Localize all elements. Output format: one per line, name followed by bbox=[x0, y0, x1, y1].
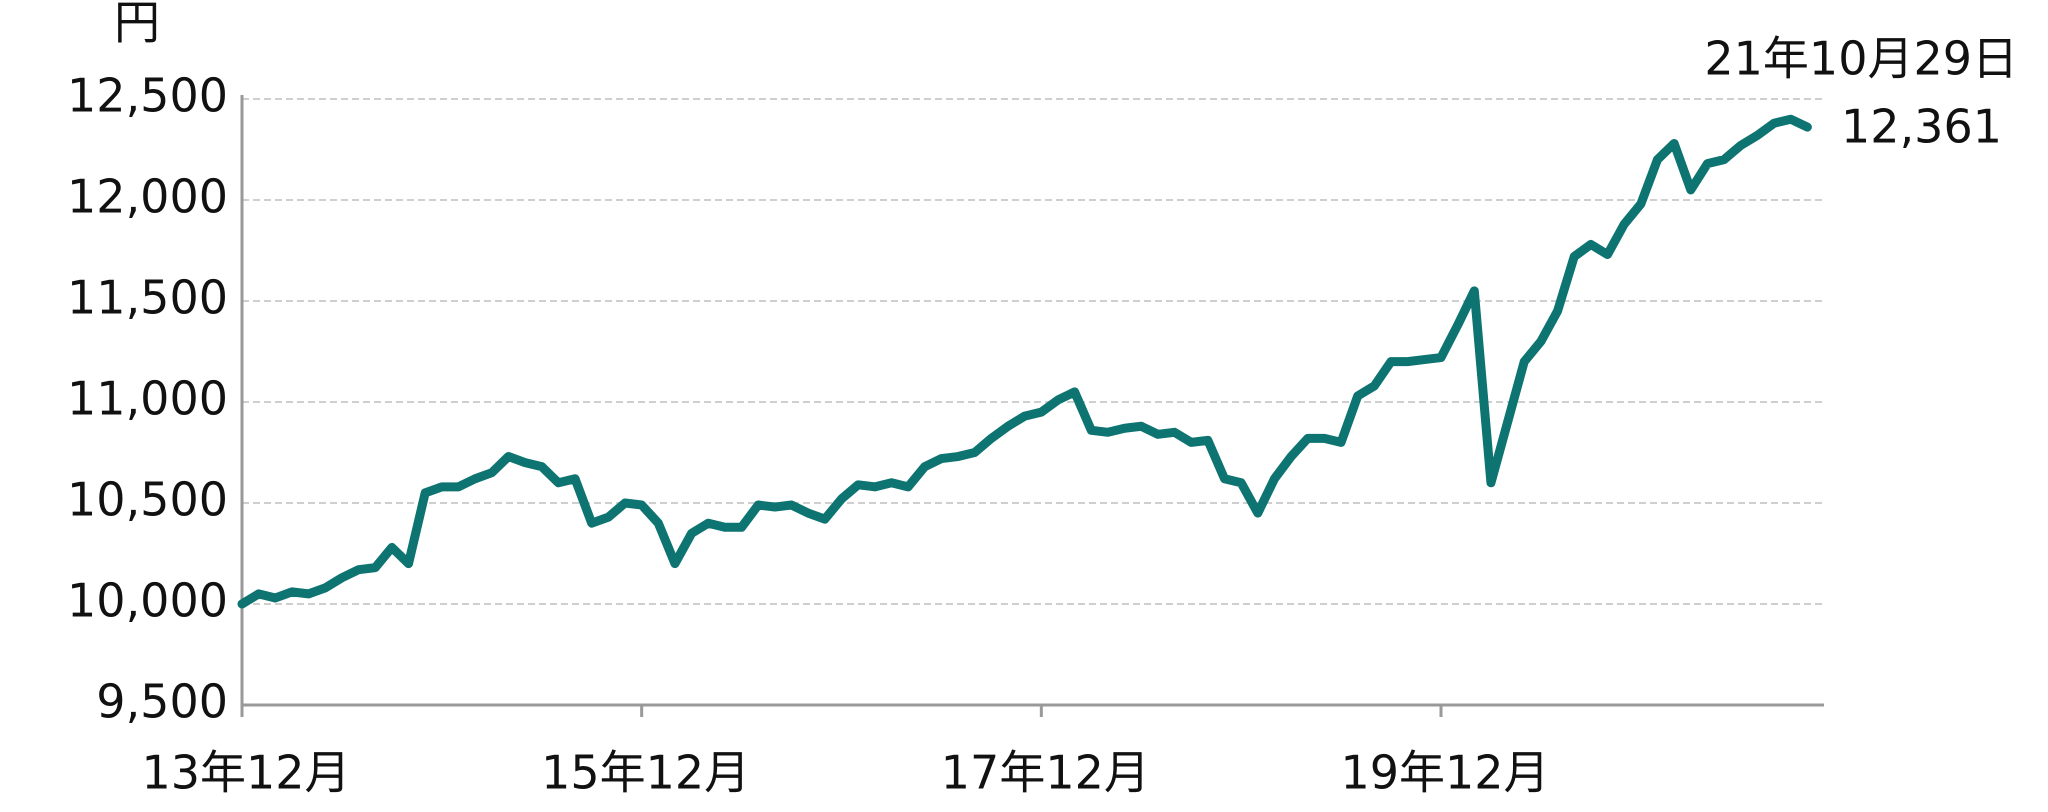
price-line bbox=[237, 114, 1812, 609]
x-tick-label: 17年12月 bbox=[941, 746, 1150, 800]
x-tick-label: 13年12月 bbox=[141, 746, 350, 800]
y-tick-label: 10,000 bbox=[67, 574, 228, 628]
y-tick-label: 10,500 bbox=[67, 473, 228, 527]
y-unit: 円 bbox=[114, 0, 160, 50]
x-tick-label: 15年12月 bbox=[541, 746, 750, 800]
value-label: 12,361 bbox=[1841, 100, 2002, 154]
y-tick-label: 12,500 bbox=[67, 69, 228, 123]
annotation: 21年10月29日 bbox=[1704, 32, 2018, 86]
y-tick-label: 11,500 bbox=[67, 271, 228, 325]
y-tick-label: 12,000 bbox=[67, 170, 228, 224]
x-tick-label: 19年12月 bbox=[1340, 746, 1549, 800]
y-tick-label: 11,000 bbox=[67, 372, 228, 426]
y-tick-label: 9,500 bbox=[96, 675, 228, 729]
